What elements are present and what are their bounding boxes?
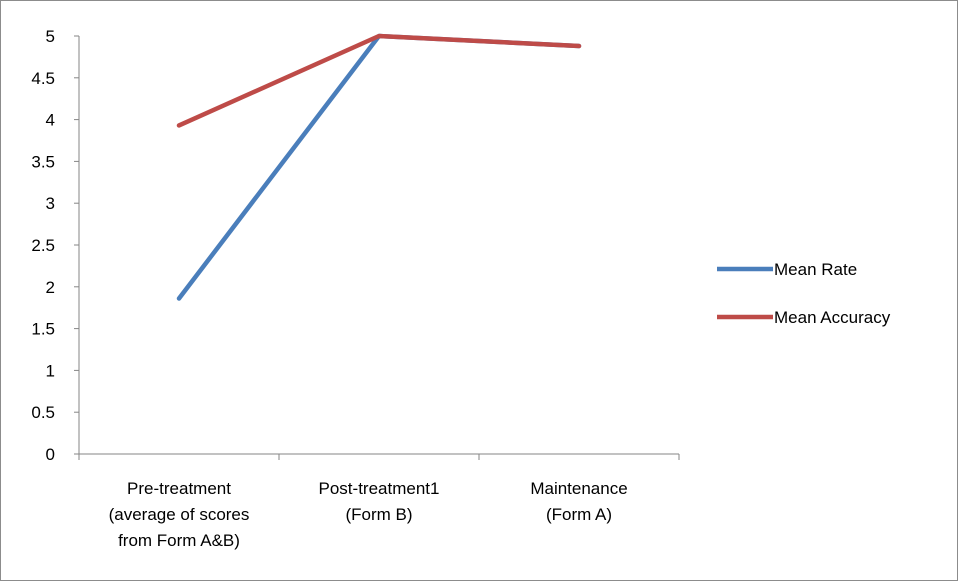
y-tick-label: 5 <box>46 27 55 46</box>
y-tick-label: 0 <box>46 445 55 464</box>
x-category-label-line: Maintenance <box>530 479 627 498</box>
series-line-mean-accuracy <box>176 33 582 128</box>
x-category-label-line: (Form A) <box>546 505 612 524</box>
x-category-label-line: from Form A&B) <box>118 531 240 550</box>
y-tick-label: 1.5 <box>31 320 55 339</box>
x-category-label: Post-treatment1 (Form B) <box>319 479 440 524</box>
x-category-label-line: Post-treatment1 <box>319 479 440 498</box>
x-category-label-line: (average of scores <box>109 505 250 524</box>
y-tick-label: 4.5 <box>31 69 55 88</box>
y-tick-label: 2.5 <box>31 236 55 255</box>
y-tick-label: 2 <box>46 278 55 297</box>
y-tick-label: 4 <box>46 111 55 130</box>
y-tick-label: 1 <box>46 361 55 380</box>
y-tick-label: 3.5 <box>31 152 55 171</box>
x-category-label: Maintenance (Form A) <box>530 479 627 524</box>
series-line-mean-rate <box>176 33 582 301</box>
legend-label: Mean Accuracy <box>774 308 891 327</box>
x-category-label-line: Pre-treatment <box>127 479 231 498</box>
legend-label: Mean Rate <box>774 260 857 279</box>
x-category-label: Pre-treatment (average of scores from Form… <box>109 479 250 550</box>
y-tick-label: 3 <box>46 194 55 213</box>
y-tick-label: 0.5 <box>31 403 55 422</box>
x-category-label-line: (Form B) <box>345 505 412 524</box>
